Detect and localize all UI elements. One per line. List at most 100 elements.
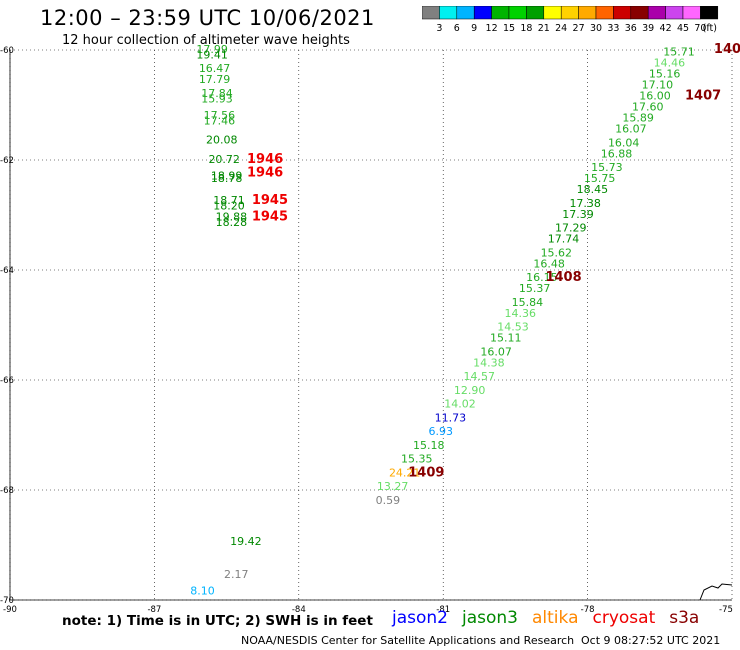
wave-height-label: 20.08 [206,134,238,147]
wave-height-label: 15.62 [541,246,573,259]
satellite-name-jason2: jason2 [392,608,448,628]
pass-time-label: 1946 [247,152,283,167]
pass-time-label: 1946 [247,166,283,181]
wave-height-label: 16.07 [615,123,647,136]
wave-height-label: 17.56 [204,109,236,122]
wave-height-label: 17.46 [204,114,236,127]
legend-swatch [700,6,719,20]
wave-height-label: 18.20 [213,200,245,213]
satellite-legend: jason2 jason3 altika cryosat s3a [392,608,713,628]
wave-height-label: 15.37 [519,282,551,295]
legend-tick-label: 6 [454,23,460,34]
wave-height-label: 14.36 [504,307,536,320]
wave-height-label: 18.71 [213,194,245,207]
wave-height-label: 15.11 [490,332,522,345]
wave-height-label: 19.88 [216,211,248,224]
wave-height-label: 17.29 [555,222,587,235]
legend-tick-label: 12 [486,23,498,34]
wave-height-label: 17.79 [199,73,231,86]
legend-tick-label: 39 [642,23,654,34]
y-tick-label: -70 [0,596,14,606]
legend-tick-label: 24 [555,23,567,34]
y-tick-label: -68 [0,486,14,496]
wave-height-label: 8.10 [190,585,215,598]
pass-time-label: 1407 [685,89,721,104]
wave-height-label: 17.39 [562,208,594,221]
satellite-name-altika: altika [532,608,579,628]
coastline [699,583,733,601]
wave-height-label: 15.93 [201,92,233,105]
wave-height-label: 14.38 [473,356,505,369]
x-tick-label: -84 [292,605,306,615]
wave-height-label: 18.28 [216,216,248,229]
y-tick-label: -64 [0,266,14,276]
wave-height-label: 17.84 [201,87,233,100]
pass-time-label: 1945 [252,210,288,225]
wave-height-label: 18.99 [211,169,243,182]
footnote: note: 1) Time is in UTC; 2) SWH is in fe… [62,613,373,629]
wave-height-label: 17.38 [569,197,601,210]
x-tick-label: -75 [719,605,733,615]
wave-height-label: 16.04 [608,136,640,149]
legend-tick-label: 15 [503,23,515,34]
legend-tick-label: 18 [520,23,532,34]
chart-title: 12:00 – 23:59 UTC 10/06/2021 [40,6,375,30]
generated-timestamp: Oct 9 08:27:52 UTC 2021 [581,634,721,647]
wave-height-label: 11.73 [435,411,467,424]
wave-height-label: 6.93 [429,425,454,438]
wave-height-label: 17.60 [632,101,664,114]
color-legend: 3 6 9 12 15 18 21 24 27 30 33 36 39 42 45 70(ft) [422,6,719,34]
legend-tick-label: 30 [590,23,602,34]
legend-tick-label: 45 [677,23,689,34]
wave-height-label: 0.59 [376,494,401,507]
wave-height-label: 14.57 [464,370,496,383]
credit-text: NOAA/NESDIS Center for Satellite Applica… [241,634,575,647]
wave-height-label: 18.78 [211,172,243,185]
chart-subtitle: 12 hour collection of altimeter wave hei… [62,33,350,48]
wave-height-label: 14.02 [444,398,476,411]
pass-time-label: 1409 [408,465,444,480]
x-tick-label: -78 [581,605,595,615]
legend-tick-label: 42 [660,23,672,34]
satellite-name-s3a: s3a [669,608,700,628]
pass-time-label: 1406 [714,42,740,57]
wave-height-label: 15.89 [622,112,654,125]
legend-tick-label: 27 [573,23,585,34]
wave-height-label: 15.75 [584,172,616,185]
satellite-name-jason3: jason3 [462,608,518,628]
legend-tick-label: 36 [625,23,637,34]
wave-height-label: 13.27 [377,480,409,493]
wave-height-label: 16.48 [533,257,565,270]
x-tick-label: -87 [147,605,161,615]
wave-height-label: 19.41 [196,48,228,61]
y-tick-label: -66 [0,376,14,386]
y-tick-label: -62 [0,156,14,166]
pass-time-label: 1945 [252,193,288,208]
wave-height-label: 16.07 [480,345,512,358]
wave-height-label: 15.71 [663,46,695,59]
wave-height-label: 16.15 [526,271,558,284]
wave-height-label: 16.00 [639,90,671,103]
legend-tick-label: 21 [538,23,550,34]
wave-height-label: 17.99 [196,43,228,56]
legend-tick-label: (ft) [703,23,717,34]
legend-tick-label: 33 [607,23,619,34]
wave-height-label: 16.88 [601,147,633,160]
x-tick-label: -81 [436,605,450,615]
pass-time-label: 1408 [545,270,581,285]
wave-height-label: 17.74 [548,233,580,246]
wave-height-label: 18.45 [577,183,609,196]
legend-tick-label: 3 [436,23,442,34]
y-tick-label: -60 [0,46,14,56]
wave-height-label: 15.84 [512,296,544,309]
legend-tick-label: 9 [471,23,477,34]
wave-height-label: 20.72 [208,153,240,166]
wave-height-label: 15.35 [401,453,433,466]
wave-height-label: 17.10 [642,79,674,92]
wave-height-label: 19.42 [230,535,262,548]
wave-height-label: 15.18 [413,439,445,452]
wave-height-label: 2.17 [224,568,249,581]
wave-height-label: 16.47 [199,62,231,75]
x-tick-label: -90 [3,605,17,615]
wave-height-label: 24.21 [389,466,421,479]
